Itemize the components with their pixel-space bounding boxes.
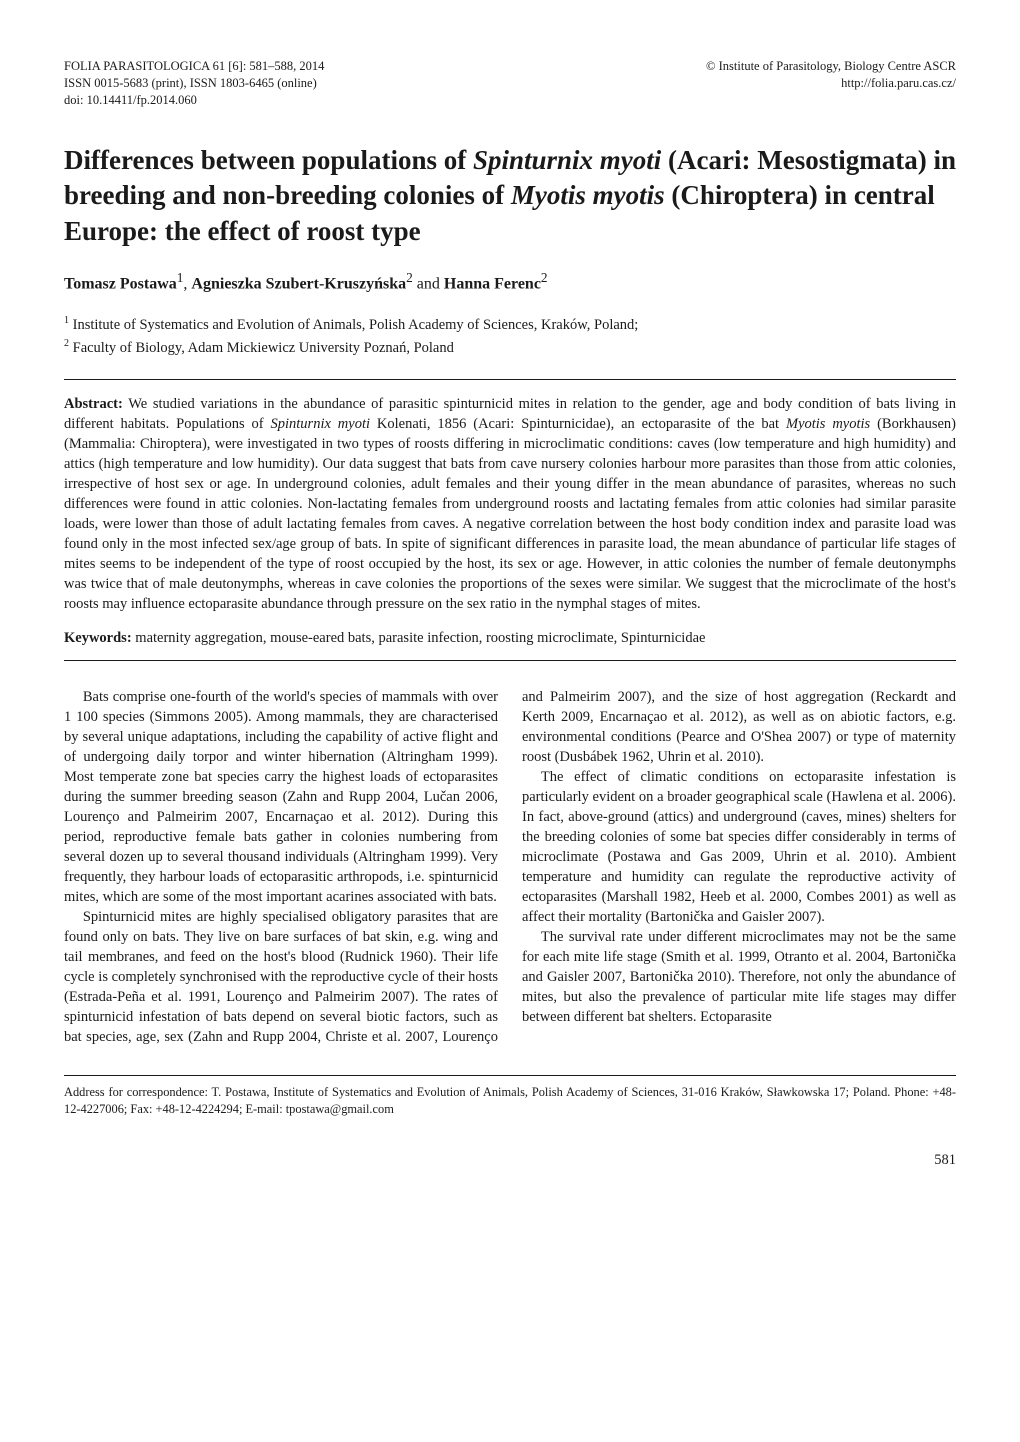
abstract: Abstract: We studied variations in the a…	[64, 394, 956, 614]
abstract-text: We studied variations in the abundance o…	[64, 396, 956, 612]
article-title: Differences between populations of Spint…	[64, 143, 956, 250]
body-columns: Bats comprise one-fourth of the world's …	[64, 687, 956, 1047]
abstract-label: Abstract:	[64, 396, 123, 412]
header-right: © Institute of Parasitology, Biology Cen…	[706, 58, 956, 109]
affiliation-1: 1 Institute of Systematics and Evolution…	[64, 313, 956, 336]
body-paragraph: Bats comprise one-fourth of the world's …	[64, 687, 498, 907]
header-left: FOLIA PARASITOLOGICA 61 [6]: 581–588, 20…	[64, 58, 324, 109]
keywords-text: maternity aggregation, mouse-eared bats,…	[135, 630, 705, 646]
page-header: FOLIA PARASITOLOGICA 61 [6]: 581–588, 20…	[64, 58, 956, 109]
affiliation-2: 2 Faculty of Biology, Adam Mickiewicz Un…	[64, 336, 956, 359]
rule-top	[64, 379, 956, 380]
rule-bottom	[64, 660, 956, 661]
authors: Tomasz Postawa1, Agnieszka Szubert-Krusz…	[64, 270, 956, 293]
doi-line: doi: 10.14411/fp.2014.060	[64, 92, 324, 109]
body-paragraph: The survival rate under different microc…	[522, 927, 956, 1027]
body-paragraph: The effect of climatic conditions on ect…	[522, 767, 956, 927]
page-number: 581	[64, 1152, 956, 1169]
affiliations: 1 Institute of Systematics and Evolution…	[64, 313, 956, 360]
keywords: Keywords: maternity aggregation, mouse-e…	[64, 628, 956, 648]
footer-rule	[64, 1075, 956, 1076]
issn-line: ISSN 0015-5683 (print), ISSN 1803-6465 (…	[64, 75, 324, 92]
keywords-label: Keywords:	[64, 630, 132, 646]
copyright-line: © Institute of Parasitology, Biology Cen…	[706, 58, 956, 75]
journal-line: FOLIA PARASITOLOGICA 61 [6]: 581–588, 20…	[64, 58, 324, 75]
correspondence: Address for correspondence: T. Postawa, …	[64, 1084, 956, 1117]
url-line: http://folia.paru.cas.cz/	[706, 75, 956, 92]
